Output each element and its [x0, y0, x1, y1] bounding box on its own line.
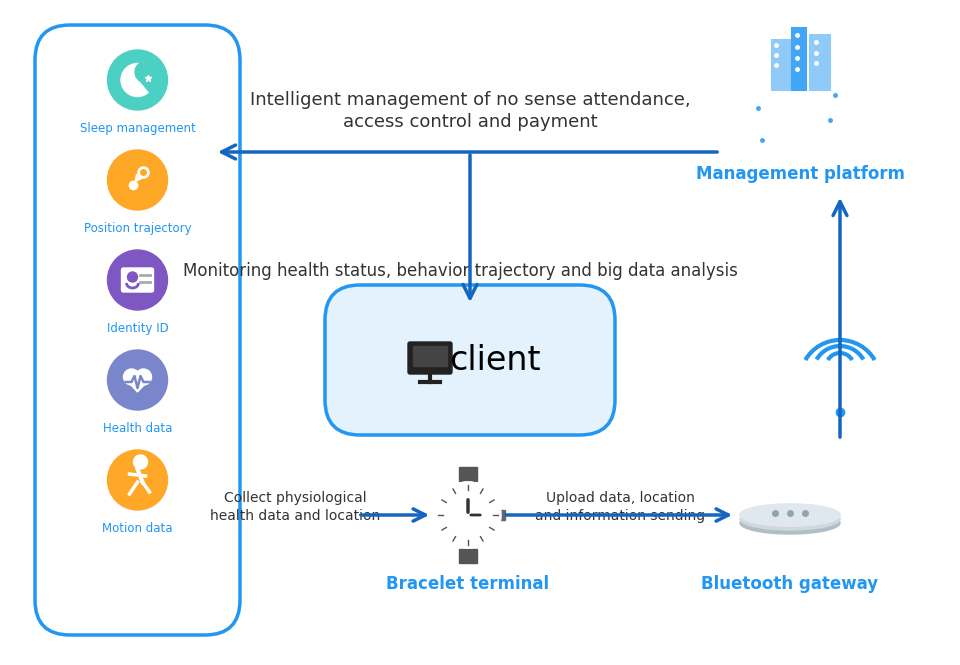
Circle shape [436, 483, 500, 547]
Bar [499, 510, 505, 520]
Text: Bracelet terminal: Bracelet terminal [387, 575, 549, 593]
Text: Sleep management: Sleep management [80, 122, 196, 135]
Circle shape [124, 369, 139, 385]
Circle shape [135, 369, 152, 385]
FancyBboxPatch shape [122, 268, 154, 292]
Text: Position trajectory: Position trajectory [84, 222, 191, 235]
Circle shape [128, 272, 137, 282]
Circle shape [108, 50, 167, 110]
Circle shape [108, 450, 167, 510]
Text: Management platform: Management platform [695, 165, 904, 183]
Circle shape [436, 483, 500, 547]
Ellipse shape [740, 504, 840, 526]
Ellipse shape [740, 508, 840, 530]
Text: health data and location: health data and location [210, 509, 380, 523]
FancyBboxPatch shape [408, 342, 452, 374]
Text: Identity ID: Identity ID [107, 322, 168, 335]
Circle shape [108, 350, 167, 410]
Circle shape [775, 95, 825, 145]
Circle shape [108, 150, 167, 210]
Bar [413, 346, 447, 366]
Circle shape [108, 250, 167, 310]
Text: Collect physiological: Collect physiological [224, 491, 367, 505]
Text: Bluetooth gateway: Bluetooth gateway [702, 575, 878, 593]
Ellipse shape [740, 512, 840, 534]
Text: Motion data: Motion data [103, 522, 173, 535]
Bar [772, 40, 790, 90]
Polygon shape [124, 377, 152, 392]
Bar [459, 467, 477, 481]
Wedge shape [121, 63, 148, 96]
Text: and information sending: and information sending [535, 509, 705, 523]
Text: Monitoring health status, behavior trajectory and big data analysis: Monitoring health status, behavior traje… [182, 262, 737, 280]
Text: Health data: Health data [103, 422, 172, 435]
Circle shape [135, 61, 156, 82]
FancyBboxPatch shape [35, 25, 240, 635]
Bar [459, 549, 477, 563]
Circle shape [760, 105, 800, 145]
Text: Upload data, location: Upload data, location [545, 491, 694, 505]
Text: Intelligent management of no sense attendance,: Intelligent management of no sense atten… [250, 91, 690, 109]
Bar [792, 28, 806, 90]
Bar [810, 35, 830, 90]
Circle shape [133, 455, 148, 469]
Text: access control and payment: access control and payment [343, 113, 597, 131]
Circle shape [802, 110, 838, 146]
Text: client: client [449, 344, 540, 376]
FancyBboxPatch shape [325, 285, 615, 435]
Ellipse shape [740, 504, 840, 526]
